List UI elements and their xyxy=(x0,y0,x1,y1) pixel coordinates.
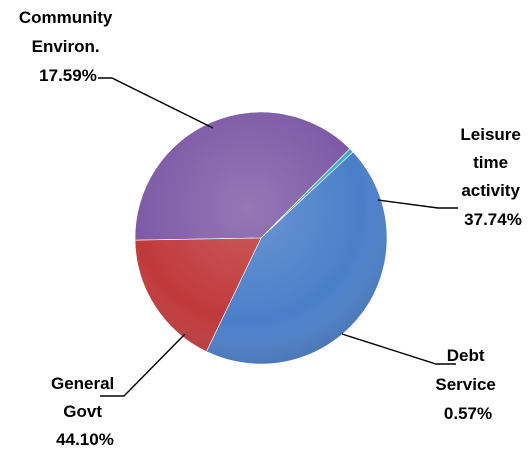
leader-line-community xyxy=(98,77,214,129)
slice-label-community-environ: Community Environ. 17.59% xyxy=(19,8,117,85)
slice-label-debt-service: Debt Service 0.57% xyxy=(435,346,500,423)
leader-line-leisure xyxy=(377,199,458,209)
pie-slices xyxy=(134,111,388,365)
leader-line-general xyxy=(100,333,186,397)
leader-lines xyxy=(98,77,458,397)
slice-label-general-govt: General Govt 44.10% xyxy=(51,374,119,449)
leader-line-debt xyxy=(341,333,456,365)
slice-label-leisure: Leisure time activity 37.74% xyxy=(460,125,525,229)
